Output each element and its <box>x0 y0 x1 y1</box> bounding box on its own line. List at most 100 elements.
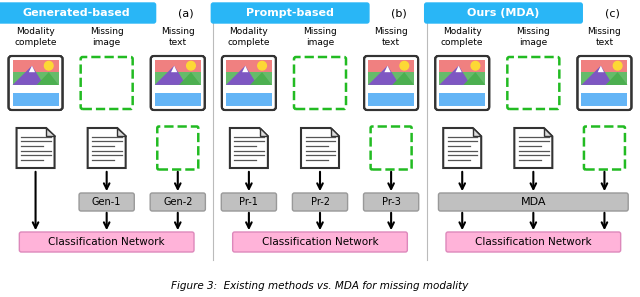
FancyBboxPatch shape <box>157 127 198 170</box>
FancyBboxPatch shape <box>425 3 582 23</box>
FancyBboxPatch shape <box>151 56 205 110</box>
Text: Classification Network: Classification Network <box>49 237 165 247</box>
Polygon shape <box>179 72 201 85</box>
Text: (b): (b) <box>391 8 407 18</box>
Polygon shape <box>392 72 414 85</box>
Polygon shape <box>250 72 272 85</box>
Bar <box>368 93 414 106</box>
FancyBboxPatch shape <box>150 193 205 211</box>
Text: Prompt-based: Prompt-based <box>246 8 334 18</box>
Polygon shape <box>36 72 58 85</box>
Bar <box>226 72 272 86</box>
Polygon shape <box>226 66 257 85</box>
Bar <box>582 93 627 106</box>
Text: Modality
complete: Modality complete <box>228 27 270 47</box>
Text: Missing
image: Missing image <box>90 27 124 47</box>
Text: Missing
image: Missing image <box>303 27 337 47</box>
Polygon shape <box>444 128 481 168</box>
Circle shape <box>471 61 480 70</box>
Text: Ours (MDA): Ours (MDA) <box>467 8 540 18</box>
Text: Generated-based: Generated-based <box>23 8 131 18</box>
Polygon shape <box>456 66 461 72</box>
FancyBboxPatch shape <box>364 193 419 211</box>
FancyBboxPatch shape <box>233 232 407 252</box>
FancyBboxPatch shape <box>435 56 489 110</box>
Polygon shape <box>29 66 35 72</box>
Text: Missing
image: Missing image <box>516 27 550 47</box>
Text: Modality
complete: Modality complete <box>441 27 483 47</box>
Bar <box>582 72 627 86</box>
FancyBboxPatch shape <box>577 56 632 110</box>
Polygon shape <box>544 128 552 136</box>
Polygon shape <box>88 128 125 168</box>
Circle shape <box>44 61 53 70</box>
Circle shape <box>613 61 622 70</box>
Text: (c): (c) <box>605 8 620 18</box>
Polygon shape <box>368 66 399 85</box>
Polygon shape <box>17 128 54 168</box>
Text: Missing
text: Missing text <box>374 27 408 47</box>
Text: Pr-3: Pr-3 <box>381 197 401 207</box>
Polygon shape <box>582 66 613 85</box>
Polygon shape <box>260 128 268 136</box>
Bar <box>13 60 58 83</box>
FancyBboxPatch shape <box>8 56 63 110</box>
Bar <box>439 93 485 106</box>
Text: Pr-2: Pr-2 <box>310 197 330 207</box>
FancyBboxPatch shape <box>211 3 369 23</box>
Text: Modality
complete: Modality complete <box>14 27 57 47</box>
FancyBboxPatch shape <box>438 193 628 211</box>
Text: Classification Network: Classification Network <box>262 237 378 247</box>
FancyBboxPatch shape <box>294 57 346 109</box>
FancyBboxPatch shape <box>292 193 348 211</box>
Polygon shape <box>13 66 44 85</box>
Bar <box>439 72 485 86</box>
FancyBboxPatch shape <box>81 57 132 109</box>
Polygon shape <box>515 128 552 168</box>
Polygon shape <box>242 66 248 72</box>
Polygon shape <box>155 66 186 85</box>
Bar <box>368 60 414 83</box>
Polygon shape <box>439 66 470 85</box>
FancyBboxPatch shape <box>364 56 418 110</box>
Bar <box>155 72 201 86</box>
Bar <box>155 60 201 83</box>
Polygon shape <box>605 72 627 85</box>
FancyBboxPatch shape <box>0 3 156 23</box>
FancyBboxPatch shape <box>79 193 134 211</box>
Text: Pr-1: Pr-1 <box>239 197 259 207</box>
Bar <box>13 72 58 86</box>
Text: Gen-1: Gen-1 <box>92 197 122 207</box>
Bar <box>226 60 272 83</box>
Circle shape <box>400 61 408 70</box>
FancyBboxPatch shape <box>19 232 194 252</box>
FancyBboxPatch shape <box>222 56 276 110</box>
Bar <box>439 60 485 83</box>
Polygon shape <box>473 128 481 136</box>
Bar <box>582 60 627 83</box>
Polygon shape <box>331 128 339 136</box>
FancyBboxPatch shape <box>221 193 276 211</box>
Polygon shape <box>463 72 485 85</box>
Polygon shape <box>117 128 125 136</box>
FancyBboxPatch shape <box>584 127 625 170</box>
Text: Gen-2: Gen-2 <box>163 197 193 207</box>
Text: (a): (a) <box>178 8 193 18</box>
Polygon shape <box>301 128 339 168</box>
Bar <box>13 93 58 106</box>
Polygon shape <box>385 66 390 72</box>
Text: Figure 3:  Existing methods vs. MDA for missing modality: Figure 3: Existing methods vs. MDA for m… <box>172 281 468 291</box>
Text: Missing
text: Missing text <box>161 27 195 47</box>
Polygon shape <box>171 66 177 72</box>
Bar <box>368 72 414 86</box>
Polygon shape <box>46 128 54 136</box>
Bar <box>155 93 201 106</box>
Circle shape <box>187 61 195 70</box>
Circle shape <box>258 61 266 70</box>
Text: Classification Network: Classification Network <box>475 237 591 247</box>
FancyBboxPatch shape <box>446 232 621 252</box>
FancyBboxPatch shape <box>371 127 412 170</box>
Text: Missing
text: Missing text <box>588 27 621 47</box>
Bar <box>226 93 272 106</box>
Polygon shape <box>598 66 604 72</box>
